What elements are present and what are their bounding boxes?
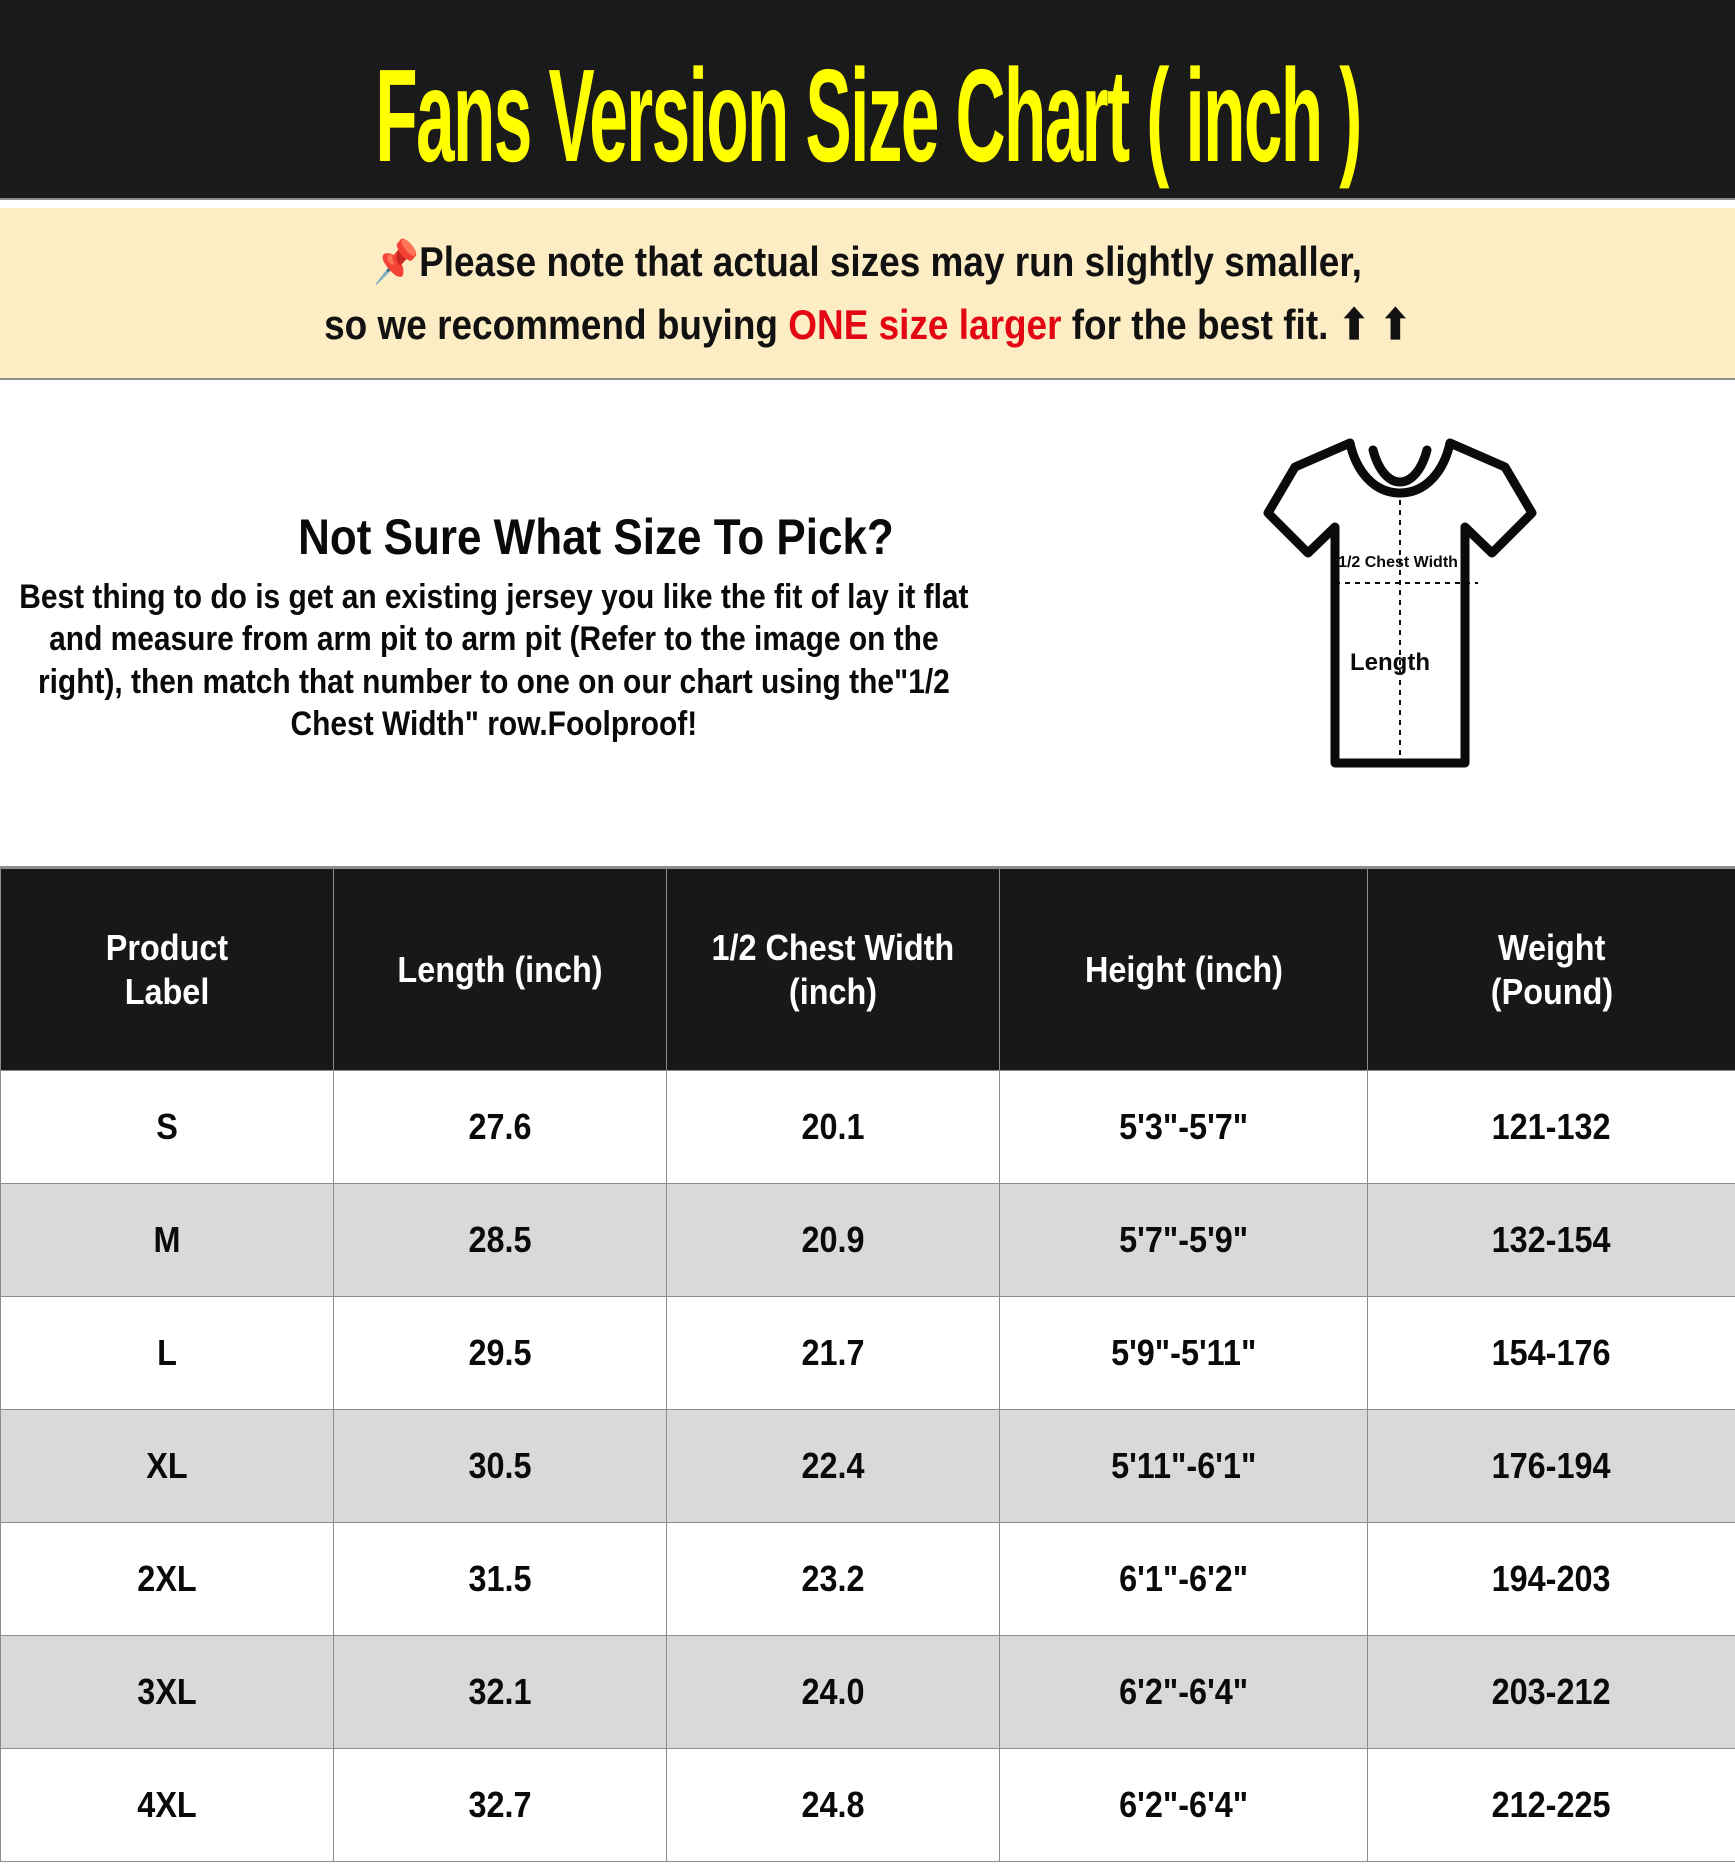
svg-text:Length: Length: [1350, 649, 1430, 676]
svg-text:1/2 Chest Width: 1/2 Chest Width: [1338, 554, 1458, 571]
